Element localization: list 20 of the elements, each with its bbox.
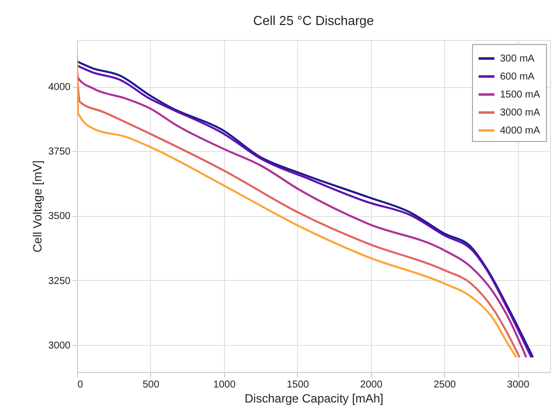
legend-label: 3000 mA: [500, 108, 540, 118]
x-axis-title: Discharge Capacity [mAh]: [244, 392, 384, 406]
legend-label: 600 mA: [500, 72, 535, 82]
x-tick-label: 2000: [360, 380, 383, 390]
legend-label: 1500 mA: [500, 90, 540, 100]
x-tick-label: 500: [142, 380, 160, 390]
y-axis-title: Cell Voltage [mV]: [30, 160, 44, 253]
legend-label: 4000 mA: [500, 126, 540, 136]
y-tick-label: 3000: [48, 340, 71, 352]
x-tick-label: 2500: [434, 380, 456, 390]
y-tick-label: 4000: [48, 82, 71, 94]
x-tick-label: 3000: [507, 380, 530, 390]
y-tick-label: 3500: [48, 211, 71, 222]
y-tick-label: 3750: [48, 146, 71, 158]
y-tick-label: 3250: [48, 276, 71, 287]
legend-label: 300 mA: [500, 54, 535, 64]
x-tick-label: 1500: [286, 380, 310, 390]
chart-title: Cell 25 °C Discharge: [253, 13, 374, 28]
x-tick-label: 1000: [213, 380, 236, 390]
x-tick-label: 0: [78, 380, 84, 390]
